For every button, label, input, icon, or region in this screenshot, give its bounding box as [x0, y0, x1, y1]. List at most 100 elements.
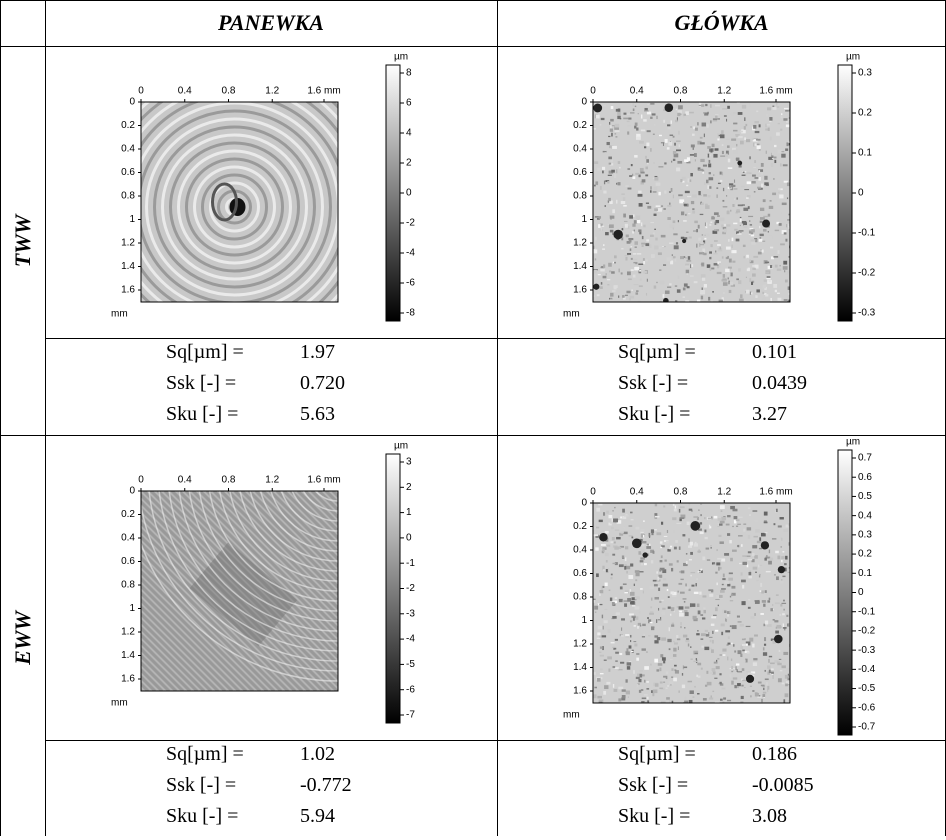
x-tick-label: 1.2	[265, 86, 279, 97]
y-tick-label: 0.4	[121, 533, 135, 544]
y-tick-label: 1.2	[573, 639, 587, 650]
colorbar-tick-label: -6	[406, 684, 415, 695]
surface-texture	[593, 102, 795, 304]
colorbar-tick-label: 6	[406, 98, 412, 109]
stat-name: Sku [-] =	[618, 403, 690, 426]
colorbar	[386, 454, 400, 723]
stat-value: 0.0439	[752, 372, 807, 395]
y-tick-label: 0.8	[573, 592, 587, 603]
colorbar	[838, 65, 852, 321]
surface-texture	[593, 503, 794, 706]
colorbar-tick-label: 2	[406, 482, 412, 493]
x-tick-label: 0.8	[674, 86, 688, 97]
colorbar-tick-label: 2	[406, 158, 412, 169]
y-unit: mm	[111, 309, 128, 320]
stat-value: 3.08	[752, 805, 787, 828]
y-tick-label: 1.2	[573, 238, 587, 249]
colorbar-tick-label: -4	[406, 634, 415, 645]
colorbar-tick-label: -6	[406, 278, 415, 289]
colorbar-tick-label: -0.1	[858, 606, 876, 617]
y-tick-label: 1.4	[121, 650, 135, 661]
stat-value: -0.0085	[752, 774, 814, 797]
row-label-text: EWW	[10, 611, 36, 665]
y-tick-label: 1.6	[121, 285, 135, 296]
y-tick-label: 0.2	[573, 120, 587, 131]
column-header: GŁÓWKA	[497, 0, 946, 46]
x-tick-label: 1.6 mm	[307, 475, 340, 486]
colorbar-tick-label: -7	[406, 710, 415, 721]
colorbar-tick-label: 0	[406, 533, 412, 544]
colorbar-tick-label: 0.1	[858, 568, 872, 579]
colorbar-tick-label: -2	[406, 218, 415, 229]
y-tick-label: 1	[581, 615, 587, 626]
stat-value: 1.02	[300, 743, 335, 766]
page: PANEWKAGŁÓWKATWW00.40.81.21.6 mm00.20.40…	[0, 0, 946, 836]
colorbar-tick-label: 0	[858, 587, 864, 598]
y-tick-label: 0.6	[121, 167, 135, 178]
colorbar-tick-label: -1	[406, 558, 415, 569]
x-tick-label: 1.2	[717, 487, 731, 498]
colorbar-tick-label: -0.5	[858, 683, 876, 694]
y-tick-label: 0.8	[573, 191, 587, 202]
x-tick-label: 1.6 mm	[759, 86, 792, 97]
x-tick-label: 1.2	[265, 475, 279, 486]
x-tick-label: 1.6 mm	[307, 86, 340, 97]
y-unit: mm	[111, 698, 128, 709]
stat-name: Sku [-] =	[166, 403, 238, 426]
colorbar-tick-label: 0.6	[858, 472, 872, 483]
stat-name: Ssk [-] =	[166, 372, 236, 395]
y-tick-label: 0.4	[573, 144, 587, 155]
y-tick-label: 1	[129, 214, 135, 225]
rule	[45, 740, 946, 741]
stat-value: 3.27	[752, 403, 787, 426]
colorbar-tick-label: -0.7	[858, 722, 876, 733]
colorbar-tick-label: -4	[406, 248, 415, 259]
colorbar-tick-label: -0.2	[858, 626, 876, 637]
y-unit: mm	[563, 309, 580, 320]
colorbar-tick-label: -3	[406, 608, 415, 619]
y-tick-label: 1.4	[121, 261, 135, 272]
colorbar-tick-label: 0.4	[858, 510, 872, 521]
y-tick-label: 1.4	[573, 662, 587, 673]
x-tick-label: 1.6 mm	[759, 487, 792, 498]
colorbar-tick-label: -0.4	[858, 664, 876, 675]
stat-name: Sq[µm] =	[618, 341, 696, 364]
row-label-text: TWW	[10, 214, 36, 267]
colorbar-unit: µm	[846, 437, 860, 448]
y-tick-label: 0	[129, 486, 135, 497]
y-tick-label: 0.2	[121, 120, 135, 131]
y-tick-label: 1	[581, 214, 587, 225]
colorbar-tick-label: -0.6	[858, 702, 876, 713]
colorbar-tick-label: 0	[406, 188, 412, 199]
y-tick-label: 1.4	[573, 261, 587, 272]
stat-value: 0.720	[300, 372, 345, 395]
y-tick-label: 1.6	[573, 285, 587, 296]
row-label: TWW	[0, 46, 45, 435]
colorbar	[838, 450, 852, 735]
stat-name: Sq[µm] =	[166, 743, 244, 766]
colorbar-tick-label: 0.5	[858, 491, 872, 502]
y-tick-label: 0.8	[121, 580, 135, 591]
x-tick-label: 0.8	[674, 487, 688, 498]
y-tick-label: 0	[581, 97, 587, 108]
row-label: EWW	[0, 435, 45, 840]
colorbar-unit: µm	[394, 52, 408, 63]
colorbar-unit: µm	[846, 52, 860, 63]
y-tick-label: 0.2	[573, 521, 587, 532]
colorbar-tick-label: 4	[406, 128, 412, 139]
stat-name: Sq[µm] =	[166, 341, 244, 364]
y-tick-label: 1.6	[121, 674, 135, 685]
stat-name: Ssk [-] =	[618, 774, 688, 797]
stat-name: Sku [-] =	[618, 805, 690, 828]
x-tick-label: 0.8	[222, 475, 236, 486]
stat-value: 5.63	[300, 403, 335, 426]
colorbar-tick-label: 8	[406, 68, 412, 79]
y-tick-label: 0.8	[121, 191, 135, 202]
x-tick-label: 0.8	[222, 86, 236, 97]
colorbar-tick-label: 0.2	[858, 108, 872, 119]
y-tick-label: 0	[129, 97, 135, 108]
